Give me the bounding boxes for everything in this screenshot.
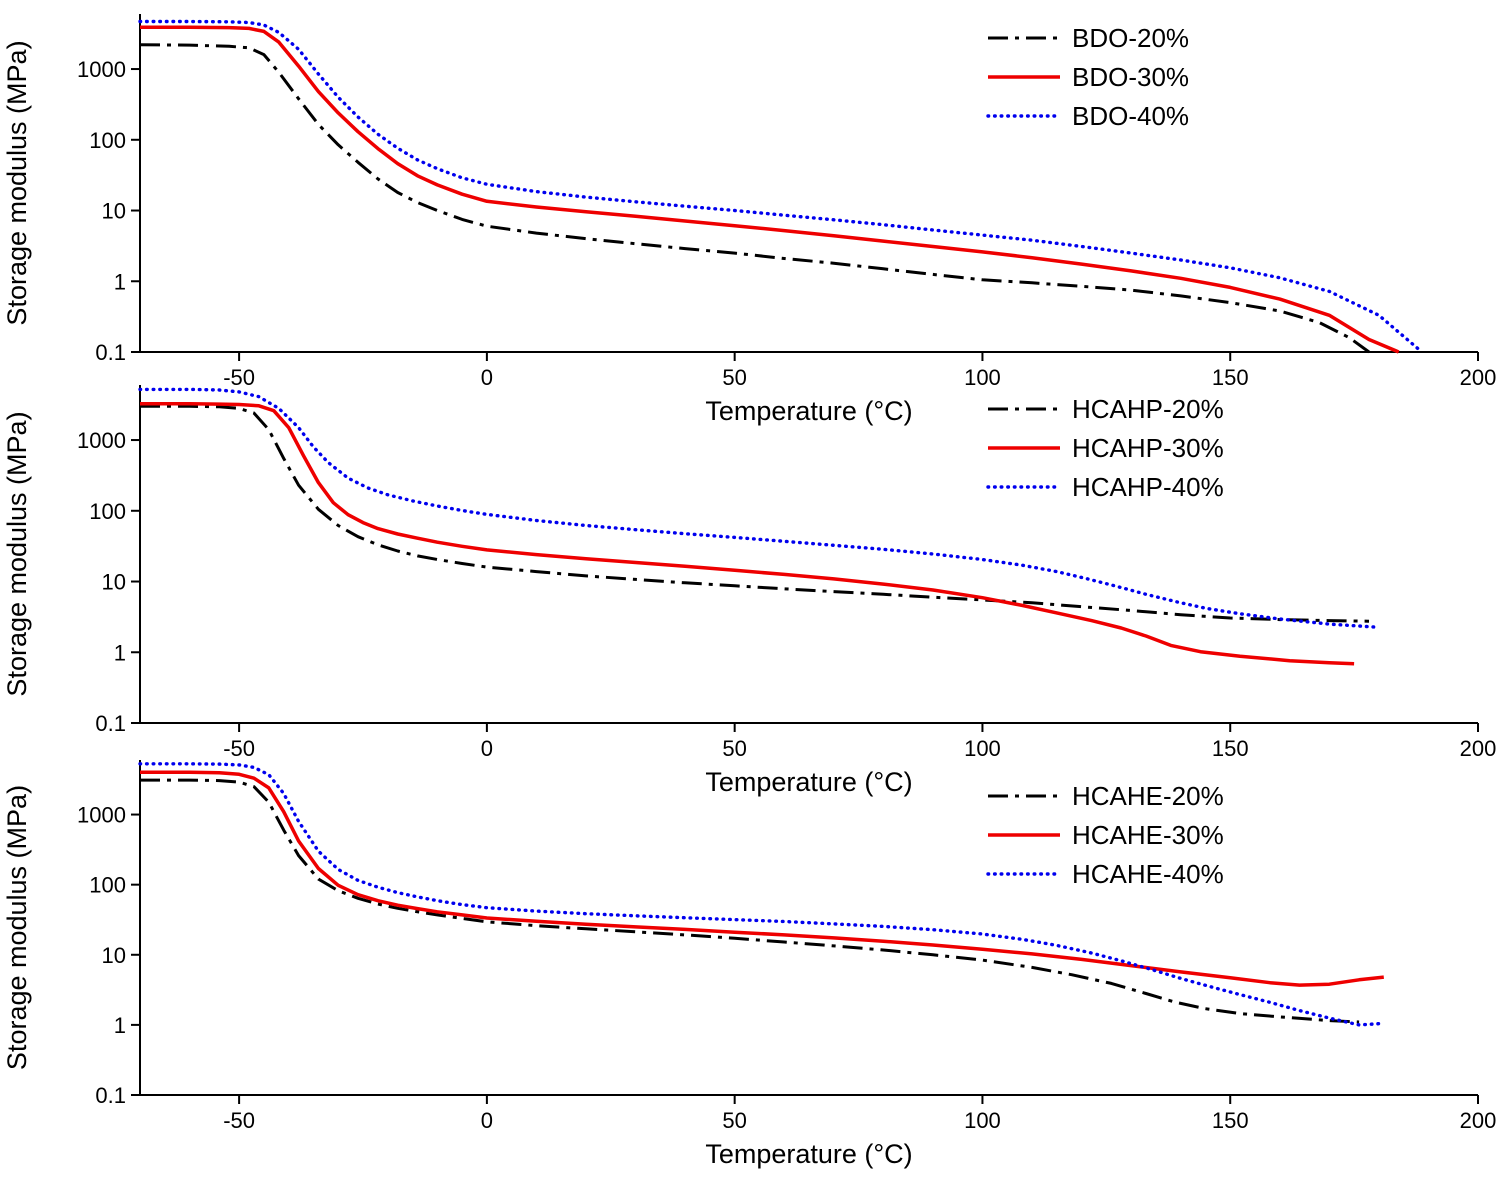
series-line-BDO-20% — [139, 43, 1370, 354]
panel-3: -50 0 50 100 150 200 0.1 1 10 100 1000 Temperature … — [2, 760, 1496, 1169]
x-tick-label: 100 — [964, 1108, 1001, 1133]
y-tick-label: 1000 — [77, 428, 126, 453]
x-tick-label: 0 — [481, 365, 493, 390]
series-line-BDO-30% — [140, 25, 1400, 354]
y-tick-label: 10 — [102, 199, 126, 224]
series-line-HCAHP-20% — [140, 404, 1370, 623]
series-line-HCAHP-30% — [140, 402, 1355, 666]
legend-label-BDO-40%: BDO-40% — [1072, 101, 1189, 131]
legend-label-HCAHE-30%: HCAHE-30% — [1072, 820, 1224, 850]
x-tick-label: 0 — [481, 736, 493, 761]
y-tick-label: 0.1 — [95, 1083, 126, 1108]
x-axis-title: Temperature (°C) — [705, 396, 912, 426]
y-axis-title: Storage modulus (MPa) — [2, 411, 32, 696]
y-axis-title: Storage modulus (MPa) — [2, 40, 32, 325]
y-tick-label: 1 — [114, 269, 126, 294]
panel-2: -50 0 50 100 150 200 0.1 1 10 100 1000 Temperature … — [2, 385, 1496, 797]
x-tick-label: -50 — [223, 736, 255, 761]
x-axis-title: Temperature (°C) — [705, 767, 912, 797]
y-tick-label: 0.1 — [95, 340, 126, 365]
legend-label-HCAHP-30%: HCAHP-30% — [1072, 433, 1224, 463]
y-tick-label: 1 — [114, 640, 126, 665]
series-line-HCAHE-20% — [140, 778, 1360, 1024]
legend-label-BDO-30%: BDO-30% — [1072, 62, 1189, 92]
panel-1: -50 0 50 100 150 200 0.1 1 10 100 1000 Temperature … — [2, 14, 1496, 426]
series-line-HCAHE-40% — [138, 762, 1386, 1027]
legend-label-HCAHP-20%: HCAHP-20% — [1072, 394, 1224, 424]
x-axis-title: Temperature (°C) — [705, 1139, 912, 1169]
x-tick-label: 200 — [1460, 736, 1497, 761]
legend-label-BDO-20%: BDO-20% — [1072, 23, 1189, 53]
x-tick-label: 50 — [722, 365, 746, 390]
y-tick-label: 100 — [89, 128, 126, 153]
x-tick-label: 200 — [1460, 365, 1497, 390]
x-tick-label: 100 — [964, 736, 1001, 761]
x-tick-label: 200 — [1460, 1108, 1497, 1133]
y-tick-label: 100 — [89, 499, 126, 524]
y-axis-title: Storage modulus (MPa) — [2, 785, 32, 1070]
y-tick-label: 10 — [102, 570, 126, 595]
y-tick-label: 10 — [102, 943, 126, 968]
series-line-HCAHP-40% — [138, 387, 1381, 629]
y-tick-label: 1000 — [77, 57, 126, 82]
x-tick-label: 150 — [1212, 365, 1249, 390]
legend-label-HCAHE-40%: HCAHE-40% — [1072, 859, 1224, 889]
x-tick-label: 150 — [1212, 736, 1249, 761]
x-tick-label: 0 — [481, 1108, 493, 1133]
x-tick-label: 100 — [964, 365, 1001, 390]
series-line-BDO-40% — [138, 19, 1421, 351]
x-tick-label: -50 — [223, 365, 255, 390]
y-tick-label: 1000 — [77, 803, 126, 828]
x-tick-label: 50 — [722, 1108, 746, 1133]
series-line-HCAHE-30% — [140, 770, 1384, 987]
x-tick-label: -50 — [223, 1108, 255, 1133]
legend-label-HCAHE-20%: HCAHE-20% — [1072, 781, 1224, 811]
x-tick-label: 50 — [722, 736, 746, 761]
y-tick-label: 100 — [89, 873, 126, 898]
x-tick-label: 150 — [1212, 1108, 1249, 1133]
legend-label-HCAHP-40%: HCAHP-40% — [1072, 472, 1224, 502]
y-tick-label: 1 — [114, 1013, 126, 1038]
y-tick-label: 0.1 — [95, 711, 126, 736]
